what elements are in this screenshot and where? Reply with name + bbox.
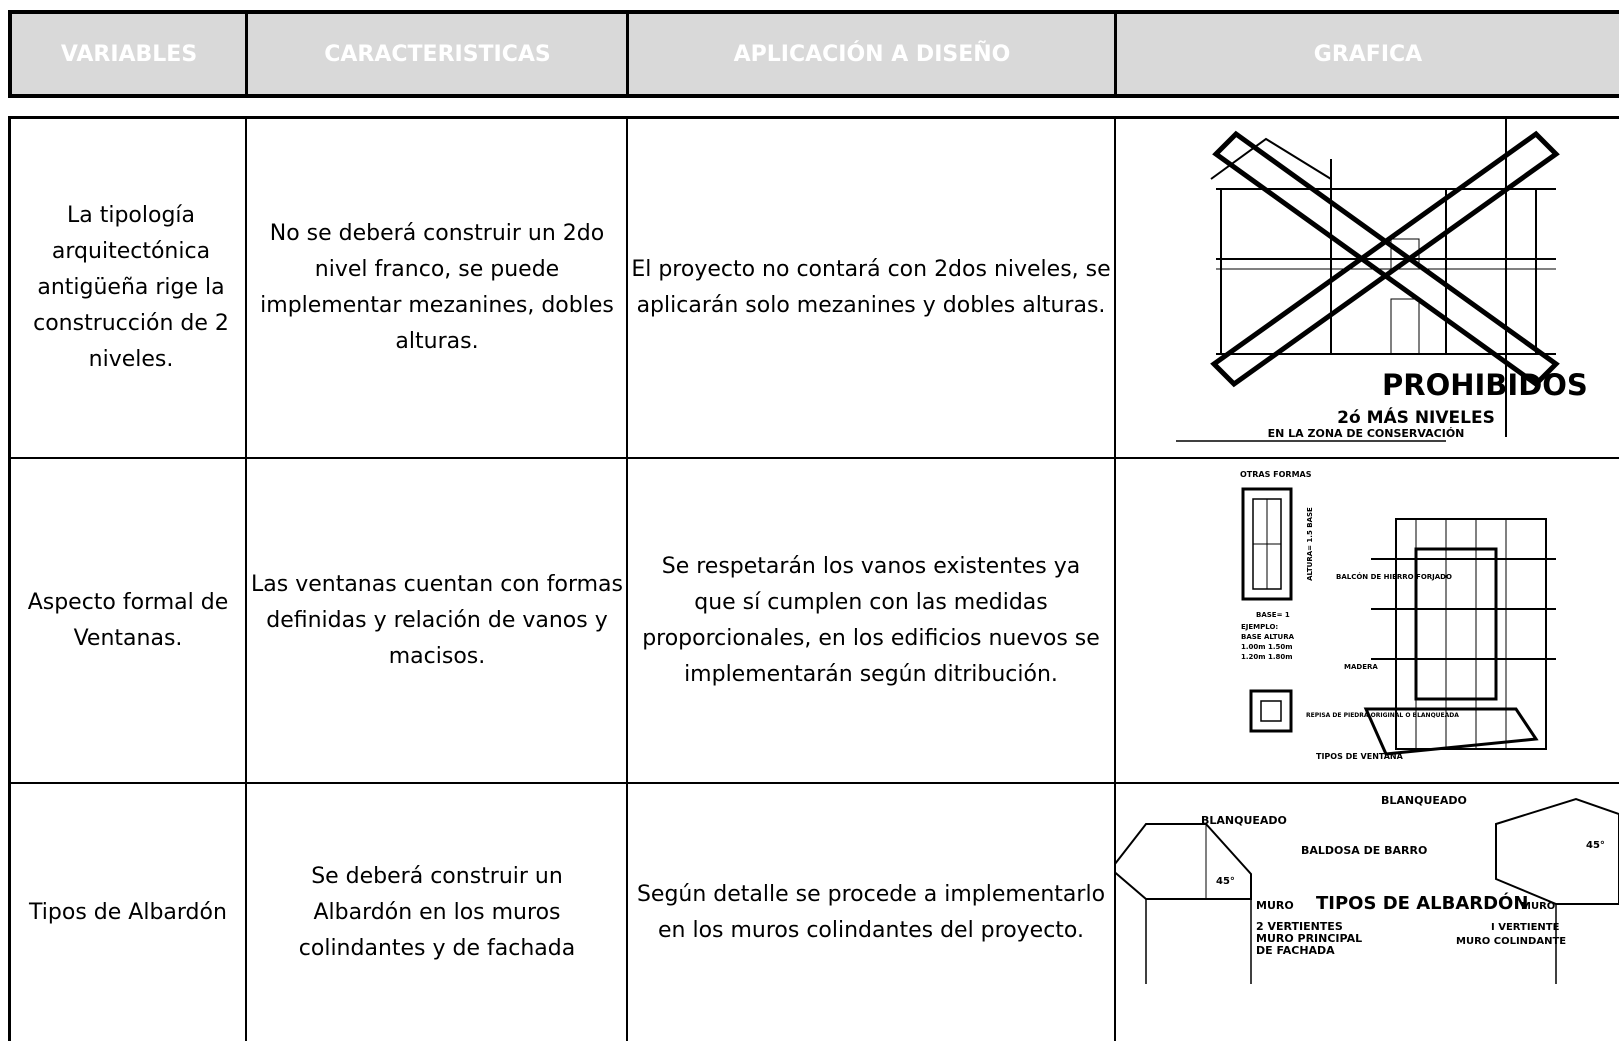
graphic-ventanas: OTRAS FORMAS ALTURA= 1.5 BASE BASE= 1 BA… — [1240, 470, 1556, 761]
divider — [245, 116, 247, 1041]
graphic-label: BASE ALTURA — [1241, 633, 1295, 641]
graphic-label: MADERA — [1344, 663, 1378, 671]
graphic-label: 1.00m 1.50m — [1241, 643, 1293, 651]
graphic-label: BASE= 1 — [1256, 611, 1290, 619]
graphic-label: REPISA DE PIEDRA ORIGINAL O BLANQUEADA — [1306, 712, 1459, 719]
graphic-label: TIPOS DE VENTANA — [1316, 752, 1404, 761]
cell: Las ventanas cuentan con formas definida… — [251, 571, 623, 669]
divider — [626, 10, 629, 98]
graphic-label: BLANQUEADO — [1201, 814, 1287, 827]
graphic-prohibidos: PROHIBIDOS 2ó MÁS NIVELES EN LA ZONA DE … — [1176, 119, 1588, 442]
row-border — [8, 116, 1619, 119]
header-bar — [8, 10, 1619, 98]
graphic-label: ALTURA= 1.5 BASE — [1306, 507, 1314, 581]
cell: Tipos de Albardón — [29, 899, 227, 925]
cell: Se respetarán los vanos existentes ya qu… — [642, 553, 1100, 687]
graphic-label: DE FACHADA — [1256, 944, 1335, 957]
divider — [1114, 116, 1116, 1041]
divider — [245, 10, 248, 98]
graphic-label: EN LA ZONA DE CONSERVACIÓN — [1268, 427, 1465, 440]
graphic-label: 2ó MÁS NIVELES — [1337, 406, 1495, 428]
graphic-label: TIPOS DE ALBARDÓN — [1316, 892, 1528, 914]
graphic-label: 2 VERTIENTES — [1256, 920, 1343, 933]
header-cell: APLICACIÓN A DISEÑO — [733, 41, 1011, 67]
divider — [8, 116, 11, 1041]
header-cell: VARIABLES — [60, 41, 198, 67]
cell: La tipología arquitectónica antigüeña ri… — [33, 203, 229, 372]
graphic-label: MURO — [1521, 901, 1555, 912]
graphic-label: MURO PRINCIPAL — [1256, 932, 1362, 945]
cell: Se deberá construir un Albardón en los m… — [298, 863, 576, 961]
graphic-label: 45° — [1216, 876, 1235, 887]
header-cell: GRAFICA — [1313, 41, 1423, 67]
cell: Según detalle se procede a implementarlo… — [636, 881, 1106, 943]
graphic-label: OTRAS FORMAS — [1240, 470, 1312, 479]
cell: Aspecto formal de Ventanas. — [27, 589, 229, 651]
graphic-label: BALCÓN DE HIERRO FORJADO — [1336, 572, 1452, 581]
row-border — [8, 457, 1619, 459]
graphic-label: EJEMPLO: — [1241, 623, 1278, 631]
row-border — [8, 782, 1619, 784]
cell: No se deberá construir un 2do nivel fran… — [260, 221, 614, 354]
graphic-label: PROHIBIDOS — [1382, 368, 1588, 402]
cell: El proyecto no contará con 2dos niveles,… — [631, 257, 1111, 318]
graphic-label: BALDOSA DE BARRO — [1301, 844, 1427, 857]
graphic-label: MURO — [1256, 899, 1294, 912]
divider — [1114, 10, 1117, 98]
graphic-label: 45° — [1586, 840, 1605, 851]
graphic-albardon: BLANQUEADO BLANQUEADO BALDOSA DE BARRO 4… — [1116, 794, 1619, 984]
graphic-label: MURO COLINDANTE — [1456, 936, 1566, 947]
graphic-label: 1.20m 1.80m — [1241, 653, 1293, 661]
divider — [626, 116, 628, 1041]
graphic-label: BLANQUEADO — [1381, 794, 1467, 807]
graphic-label: I VERTIENTE — [1491, 922, 1560, 933]
header-cell: CARACTERISTICAS — [324, 41, 551, 67]
